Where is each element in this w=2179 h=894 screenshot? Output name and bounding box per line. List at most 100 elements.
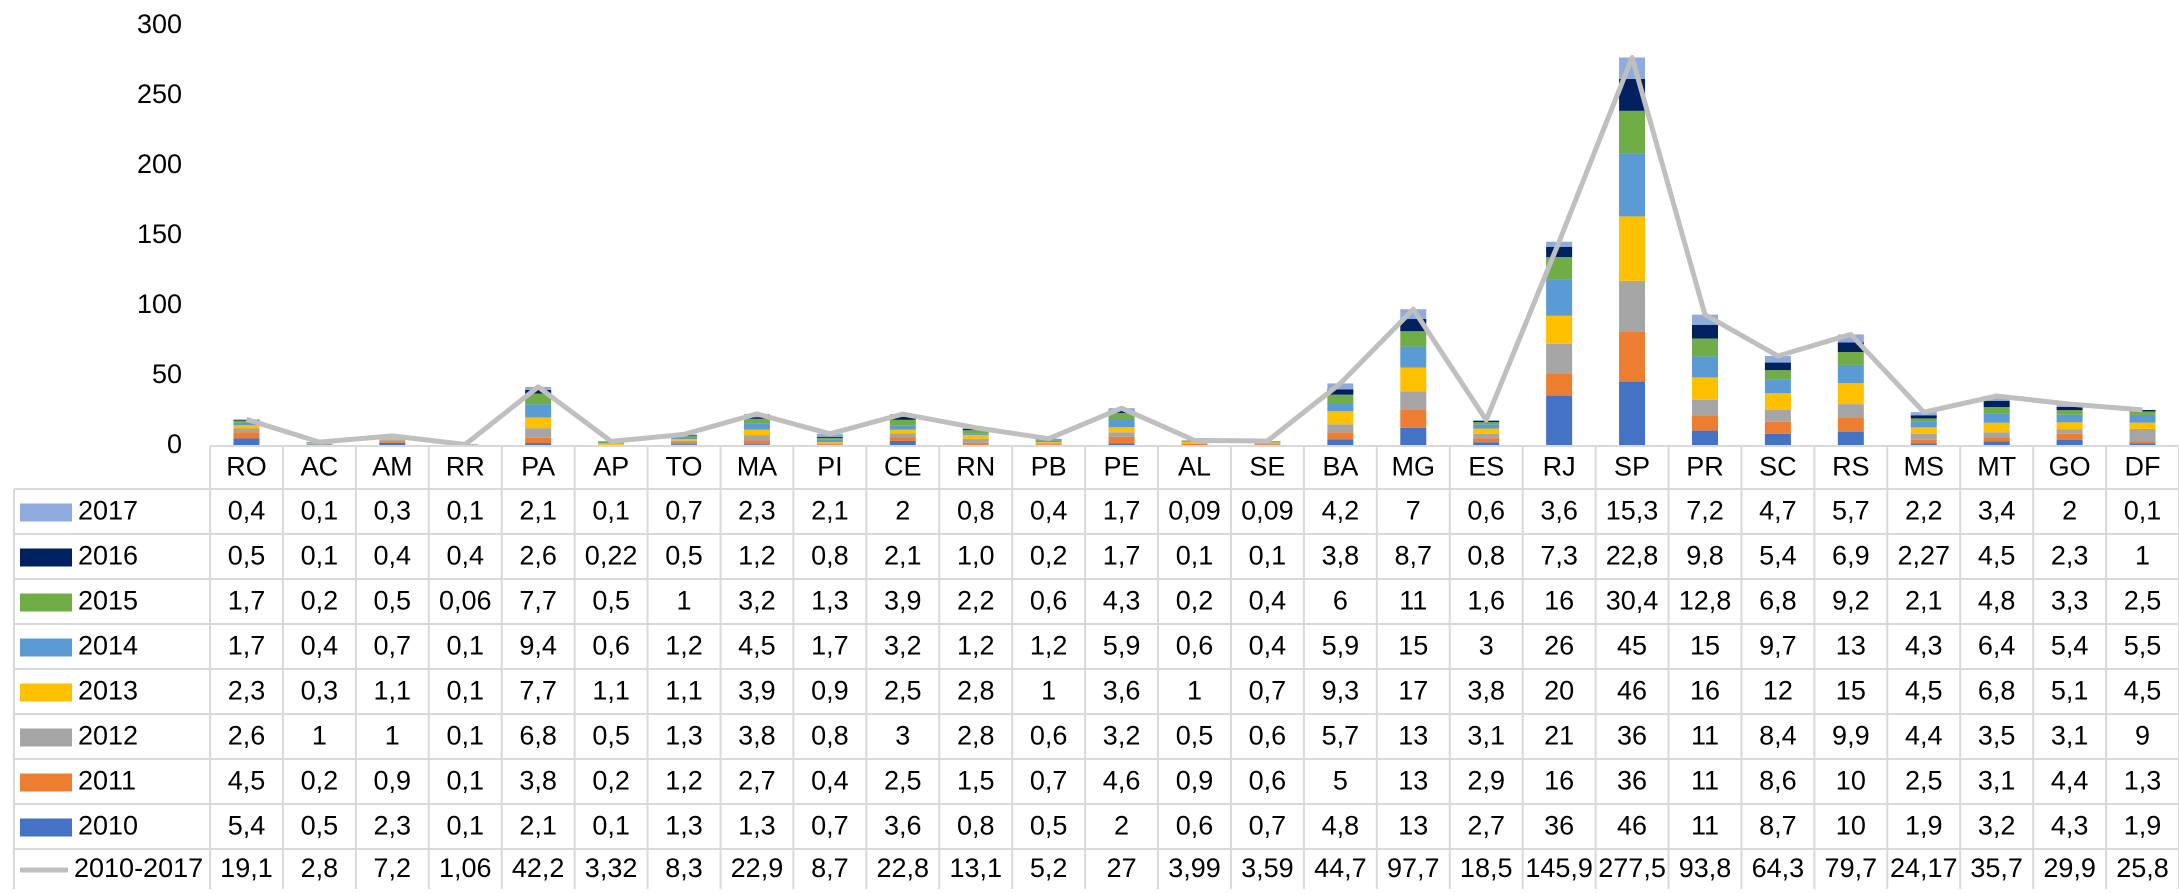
bar-2016-pr[interactable]: [1692, 325, 1718, 339]
bar-2011-ba[interactable]: [1327, 432, 1353, 439]
bar-2014-sc[interactable]: [1765, 380, 1791, 394]
bar-2013-df[interactable]: [2130, 423, 2156, 429]
bar-2011-pr[interactable]: [1692, 415, 1718, 430]
bar-2012-sc[interactable]: [1765, 410, 1791, 422]
bar-2015-pi[interactable]: [817, 438, 843, 440]
bar-2010-sp[interactable]: [1619, 382, 1645, 446]
bar-2013-ms[interactable]: [1911, 427, 1937, 433]
bar-2014-ba[interactable]: [1327, 403, 1353, 411]
bar-2013-pa[interactable]: [525, 417, 551, 428]
bar-2015-rs[interactable]: [1838, 352, 1864, 365]
bar-2012-pi[interactable]: [817, 443, 843, 444]
bar-2011-pe[interactable]: [1109, 437, 1135, 443]
bar-2012-es[interactable]: [1473, 434, 1499, 438]
bar-2011-df[interactable]: [2130, 442, 2156, 444]
bar-2013-pr[interactable]: [1692, 377, 1718, 399]
bar-2016-ms[interactable]: [1911, 415, 1937, 418]
bar-2010-rs[interactable]: [1838, 432, 1864, 446]
bar-2011-ma[interactable]: [744, 440, 770, 444]
bar-2014-mt[interactable]: [1984, 414, 2010, 423]
bar-2013-pe[interactable]: [1109, 427, 1135, 432]
bar-2012-pr[interactable]: [1692, 400, 1718, 415]
bar-2015-mt[interactable]: [1984, 407, 2010, 414]
bar-2011-ce[interactable]: [890, 437, 916, 441]
bar-2013-rn[interactable]: [963, 435, 989, 439]
bar-2013-es[interactable]: [1473, 429, 1499, 434]
bar-2013-to[interactable]: [671, 439, 697, 441]
bar-2012-al[interactable]: [1182, 443, 1208, 444]
bar-2011-pa[interactable]: [525, 438, 551, 443]
bar-2013-rs[interactable]: [1838, 383, 1864, 404]
bar-2011-se[interactable]: [1254, 444, 1280, 445]
bar-2012-rj[interactable]: [1546, 344, 1572, 373]
bar-2011-am[interactable]: [379, 442, 405, 443]
bar-2010-mg[interactable]: [1400, 428, 1426, 446]
bar-2012-rn[interactable]: [963, 439, 989, 443]
bar-2011-ro[interactable]: [233, 432, 259, 438]
bar-2014-pa[interactable]: [525, 404, 551, 417]
bar-2012-pe[interactable]: [1109, 432, 1135, 436]
bar-2014-es[interactable]: [1473, 424, 1499, 428]
bar-2012-to[interactable]: [671, 441, 697, 443]
bar-2011-mt[interactable]: [1984, 437, 2010, 441]
bar-2012-df[interactable]: [2130, 429, 2156, 442]
bar-2012-mg[interactable]: [1400, 391, 1426, 409]
bar-2011-mg[interactable]: [1400, 410, 1426, 428]
bar-2012-pa[interactable]: [525, 428, 551, 438]
bar-2011-rs[interactable]: [1838, 418, 1864, 432]
bar-2013-pi[interactable]: [817, 442, 843, 443]
bar-2015-sc[interactable]: [1765, 370, 1791, 380]
bar-2014-rj[interactable]: [1546, 279, 1572, 315]
bar-2014-df[interactable]: [2130, 415, 2156, 423]
bar-2010-rj[interactable]: [1546, 396, 1572, 446]
bar-2011-sc[interactable]: [1765, 422, 1791, 434]
bar-2016-mt[interactable]: [1984, 401, 2010, 407]
bar-2013-rj[interactable]: [1546, 316, 1572, 344]
bar-2014-ce[interactable]: [890, 425, 916, 429]
bar-2015-ba[interactable]: [1327, 395, 1353, 403]
bar-2011-to[interactable]: [671, 443, 697, 445]
bar-2015-go[interactable]: [2057, 410, 2083, 415]
bar-2014-pi[interactable]: [817, 440, 843, 442]
bar-2016-sc[interactable]: [1765, 363, 1791, 371]
bar-2012-sp[interactable]: [1619, 281, 1645, 331]
bar-2014-ms[interactable]: [1911, 421, 1937, 427]
bar-2014-rn[interactable]: [963, 433, 989, 435]
bar-2014-go[interactable]: [2057, 415, 2083, 423]
bar-2012-ro[interactable]: [233, 429, 259, 433]
bar-2012-pb[interactable]: [1036, 443, 1062, 444]
bar-2014-ma[interactable]: [744, 423, 770, 429]
bar-2015-pr[interactable]: [1692, 338, 1718, 356]
bar-2010-ba[interactable]: [1327, 439, 1353, 446]
bar-2015-mg[interactable]: [1400, 331, 1426, 346]
bar-2013-pb[interactable]: [1036, 442, 1062, 443]
bar-2013-sc[interactable]: [1765, 393, 1791, 410]
bar-2011-go[interactable]: [2057, 434, 2083, 440]
bar-2013-ba[interactable]: [1327, 411, 1353, 424]
bar-2016-go[interactable]: [2057, 407, 2083, 410]
bar-2013-mt[interactable]: [1984, 423, 2010, 433]
bar-2014-sp[interactable]: [1619, 153, 1645, 216]
bar-2012-ma[interactable]: [744, 435, 770, 440]
bar-2015-sp[interactable]: [1619, 111, 1645, 154]
bar-2014-mg[interactable]: [1400, 347, 1426, 368]
bar-2013-sp[interactable]: [1619, 216, 1645, 280]
bar-2015-ms[interactable]: [1911, 418, 1937, 421]
bar-2011-sp[interactable]: [1619, 331, 1645, 381]
bar-2012-mt[interactable]: [1984, 432, 2010, 437]
bar-2012-rs[interactable]: [1838, 404, 1864, 418]
bar-2013-mg[interactable]: [1400, 368, 1426, 392]
bar-2013-ce[interactable]: [890, 430, 916, 434]
bar-2010-sc[interactable]: [1765, 434, 1791, 446]
bar-2011-rj[interactable]: [1546, 373, 1572, 395]
bar-2012-go[interactable]: [2057, 429, 2083, 433]
bar-2011-ms[interactable]: [1911, 440, 1937, 444]
bar-2011-es[interactable]: [1473, 438, 1499, 442]
bar-2012-ms[interactable]: [1911, 434, 1937, 440]
bar-2011-pi[interactable]: [817, 444, 843, 445]
bar-2016-rj[interactable]: [1546, 247, 1572, 257]
bar-2015-ce[interactable]: [890, 420, 916, 425]
bar-2011-rn[interactable]: [963, 443, 989, 445]
bar-2014-rs[interactable]: [1838, 365, 1864, 383]
bar-2012-am[interactable]: [379, 440, 405, 441]
